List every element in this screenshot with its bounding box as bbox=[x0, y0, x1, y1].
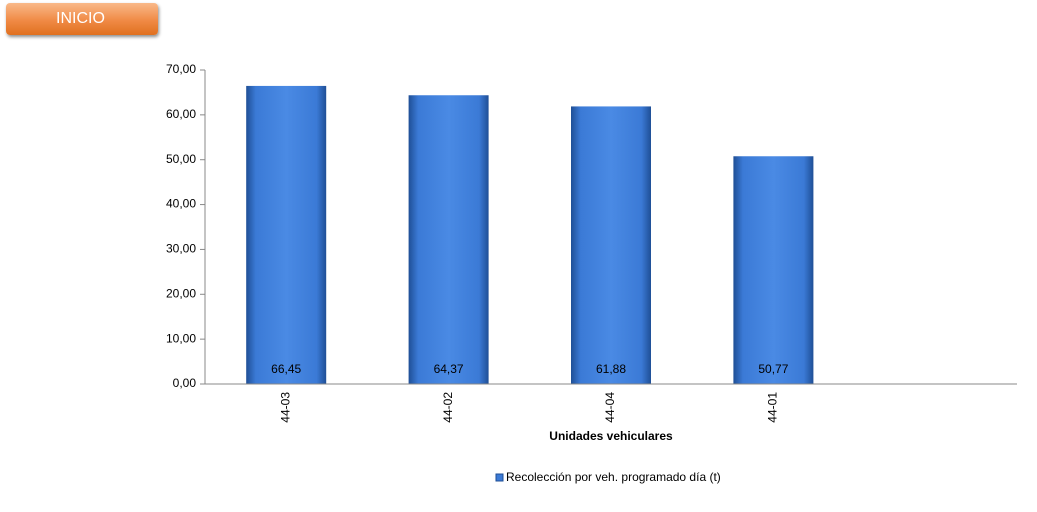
x-tick-label: 44-01 bbox=[766, 392, 780, 423]
y-tick-label: 10,00 bbox=[166, 331, 196, 345]
y-tick-label: 70,00 bbox=[166, 62, 196, 76]
x-tick-label: 44-04 bbox=[603, 392, 617, 423]
y-tick-label: 40,00 bbox=[166, 197, 196, 211]
x-axis-label: Unidades vehiculares bbox=[549, 429, 673, 443]
x-tick-label: 44-03 bbox=[278, 392, 292, 423]
legend-label: Recolección por veh. programado día (t) bbox=[506, 470, 721, 484]
inicio-button[interactable]: INICIO bbox=[6, 3, 158, 35]
y-tick-label: 30,00 bbox=[166, 242, 196, 256]
bar bbox=[408, 95, 489, 384]
value-label: 64,37 bbox=[434, 362, 464, 376]
bar bbox=[246, 85, 327, 384]
y-tick-label: 50,00 bbox=[166, 152, 196, 166]
legend-swatch bbox=[495, 473, 504, 482]
value-label: 66,45 bbox=[271, 362, 301, 376]
value-label: 50,77 bbox=[758, 362, 788, 376]
y-tick-label: 20,00 bbox=[166, 286, 196, 300]
y-tick-label: 0,00 bbox=[173, 376, 197, 390]
x-tick-label: 44-02 bbox=[441, 392, 455, 423]
value-label: 61,88 bbox=[596, 362, 626, 376]
bar bbox=[733, 156, 814, 384]
bar bbox=[571, 106, 651, 384]
y-tick-label: 60,00 bbox=[166, 107, 196, 121]
